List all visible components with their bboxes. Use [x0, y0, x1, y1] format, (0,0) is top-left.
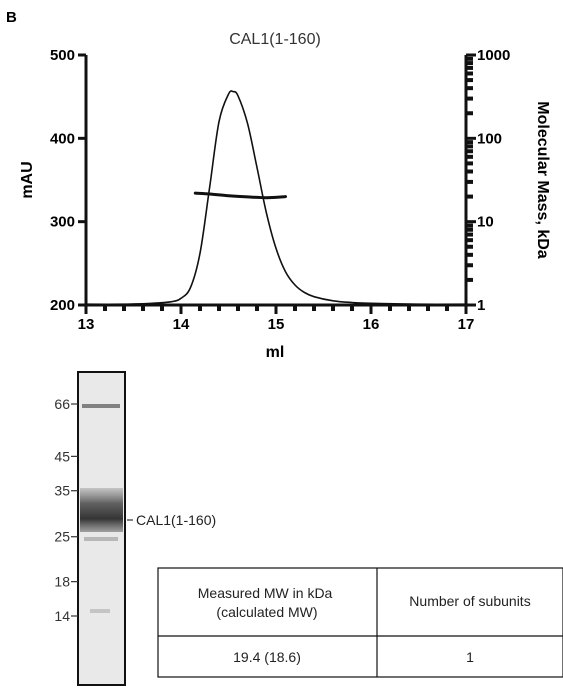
chart-series — [85, 90, 467, 306]
gel-marker-label: 66 — [54, 396, 70, 412]
gel-band-faint-1 — [84, 537, 118, 541]
series-molecular-mass-line — [193, 191, 287, 200]
y2-tick-label: 10 — [477, 214, 494, 231]
gel-band-faint-2 — [90, 609, 110, 613]
gel-band-main — [80, 488, 123, 532]
mw-table: Measured MW in kDa (calculated MW) Numbe… — [157, 567, 563, 678]
sds-page-gel: CAL1(1-160) 66 45 35 25 18 14 — [54, 371, 216, 686]
gel-marker-label: 14 — [54, 608, 70, 624]
table-header-1-line-2: (calculated MW) — [216, 604, 317, 620]
gel-band-label: CAL1(1-160) — [136, 512, 216, 528]
gel-band-marker-66 — [82, 404, 120, 408]
gel-marker-label: 45 — [54, 448, 70, 464]
x-axis-title: ml — [266, 344, 285, 361]
sec-chart: CAL1(1-160) 13 14 15 16 17 200 300 400 500 1 10 100… — [19, 31, 551, 361]
y-tick-label: 400 — [50, 130, 75, 147]
table-header-2: Number of subunits — [409, 593, 530, 609]
y2-tick-label: 1 — [477, 297, 485, 314]
table-border — [157, 567, 563, 678]
x-tick-label: 17 — [458, 316, 475, 333]
gel-marker-label: 25 — [54, 529, 70, 545]
table-cell-subunits: 1 — [466, 649, 474, 665]
gel-marker-label: 35 — [54, 483, 70, 499]
chart-title: CAL1(1-160) — [229, 31, 321, 48]
x-tick-label: 15 — [268, 316, 285, 333]
table-header-1-line-1: Measured MW in kDa — [198, 585, 333, 601]
gel-markers: 66 45 35 25 18 14 — [54, 396, 78, 624]
panel-letter: B — [6, 9, 17, 26]
y-tick-label: 200 — [50, 297, 75, 314]
x-tick-label: 14 — [173, 316, 190, 333]
series-absorbance-line — [85, 90, 467, 306]
y2-tick-label: 1000 — [477, 47, 510, 64]
y-tick-label: 300 — [50, 214, 75, 231]
table-header-1: Measured MW in kDa (calculated MW) — [198, 585, 336, 620]
table-cell-mw: 19.4 (18.6) — [233, 649, 301, 665]
y2-axis-title: Molecular Mass, kDa — [534, 101, 551, 259]
x-tick-label: 16 — [363, 316, 380, 333]
chart-axes: 13 14 15 16 17 200 300 400 500 1 10 100 1000 — [50, 47, 510, 333]
y2-tick-label: 100 — [477, 130, 502, 147]
x-tick-label: 13 — [78, 316, 95, 333]
y-axis-title: mAU — [19, 161, 36, 198]
gel-marker-label: 18 — [54, 574, 70, 590]
y-tick-label: 500 — [50, 47, 75, 64]
